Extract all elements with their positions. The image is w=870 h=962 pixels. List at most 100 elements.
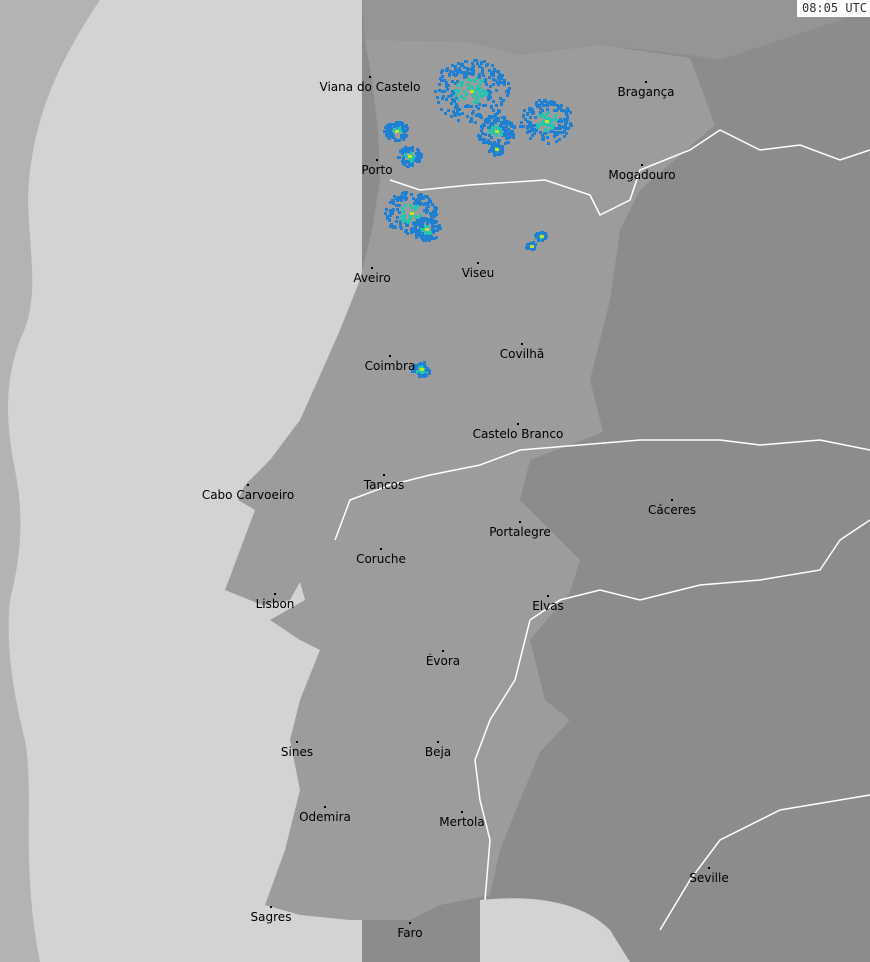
rain-cell: [560, 120, 563, 123]
rain-cell: [505, 125, 508, 128]
rain-cell: [429, 237, 432, 240]
rain-cell: [438, 83, 441, 86]
rain-cell: [487, 98, 490, 101]
rain-cell: [433, 215, 436, 218]
rain-cell: [519, 125, 522, 128]
rain-cell: [412, 197, 415, 200]
rain-cell: [398, 198, 401, 201]
rain-cell: [428, 372, 431, 375]
rain-cell: [544, 235, 547, 238]
rain-cell: [495, 133, 498, 136]
rain-cell: [487, 139, 490, 142]
rain-cell: [564, 123, 567, 126]
rain-cell: [498, 153, 501, 156]
rain-cell: [506, 94, 509, 97]
rain-cell: [431, 224, 434, 227]
city-label: Odemira: [299, 810, 351, 824]
rain-cell: [393, 225, 396, 228]
rain-cell: [420, 193, 423, 196]
rain-cell-heavy: [410, 212, 414, 215]
rain-cell: [475, 105, 478, 108]
rain-cell: [472, 72, 475, 75]
rain-cell: [418, 198, 421, 201]
rain-cell: [493, 68, 496, 71]
city-dot: [547, 595, 549, 597]
rain-cell: [569, 111, 572, 114]
rain-cell: [448, 74, 451, 77]
rain-cell: [434, 221, 437, 224]
rain-cell: [484, 78, 487, 81]
rain-cell: [389, 124, 392, 127]
rain-cell: [390, 127, 393, 130]
rain-cell: [415, 236, 418, 239]
rain-cell: [492, 128, 495, 131]
rain-cell: [539, 131, 542, 134]
rain-cell: [566, 118, 569, 121]
rain-cell: [489, 141, 492, 144]
rain-cell: [548, 119, 551, 122]
rain-cell-heavy: [495, 130, 499, 133]
rain-cell: [465, 75, 468, 78]
city-marker: Elvas: [532, 595, 564, 613]
rain-cell: [539, 111, 542, 114]
rain-cell: [446, 88, 449, 91]
rain-cell: [563, 135, 566, 138]
rain-cell: [470, 117, 473, 120]
rain-cell: [469, 120, 472, 123]
rain-cell: [485, 83, 488, 86]
rain-cell: [533, 128, 536, 131]
rain-cell: [391, 212, 394, 215]
rain-cell: [403, 131, 406, 134]
rain-cell: [475, 114, 478, 117]
rain-cell: [467, 83, 470, 86]
rain-cell: [421, 234, 424, 237]
rain-cell: [472, 95, 475, 98]
rain-cell: [401, 160, 404, 163]
spain-coast-south: [480, 898, 630, 962]
rain-cell: [477, 134, 480, 137]
rain-cell: [414, 199, 417, 202]
rain-cell: [492, 149, 495, 152]
rain-cell: [507, 82, 510, 85]
rain-cell: [409, 158, 412, 161]
city-marker: Castelo Branco: [473, 423, 563, 441]
city-dot: [409, 922, 411, 924]
rain-cell-heavy: [395, 130, 399, 133]
rain-cell: [472, 69, 475, 72]
rain-cell: [494, 119, 497, 122]
rain-cell: [454, 114, 457, 117]
rain-cell: [526, 125, 529, 128]
rain-cell: [419, 203, 422, 206]
rain-cell: [531, 129, 534, 132]
rain-cell: [445, 98, 448, 101]
rain-cell: [482, 74, 485, 77]
rain-cell: [507, 128, 510, 131]
rain-cell: [489, 131, 492, 134]
rain-cell: [460, 63, 463, 66]
rain-cell: [433, 206, 436, 209]
rain-cell: [424, 217, 427, 220]
rain-cell: [550, 103, 553, 106]
rain-cell: [466, 69, 469, 72]
rain-cell: [479, 138, 482, 141]
rain-cell: [447, 84, 450, 87]
rain-cell: [503, 116, 506, 119]
rain-cell: [399, 130, 402, 133]
city-label: Coimbra: [365, 359, 416, 373]
rain-cell: [561, 131, 564, 134]
rain-cell: [396, 216, 399, 219]
rain-cell: [490, 105, 493, 108]
rain-cell: [553, 135, 556, 138]
rain-cell: [569, 122, 572, 125]
rain-cell: [413, 202, 416, 205]
rain-cell: [555, 131, 558, 134]
rain-cell: [535, 233, 538, 236]
rain-cell: [454, 89, 457, 92]
city-marker: Sines: [281, 741, 313, 759]
rain-cell: [461, 81, 464, 84]
rain-cell: [384, 126, 387, 129]
rain-cell: [431, 212, 434, 215]
rain-cell: [541, 109, 544, 112]
city-dot: [296, 741, 298, 743]
